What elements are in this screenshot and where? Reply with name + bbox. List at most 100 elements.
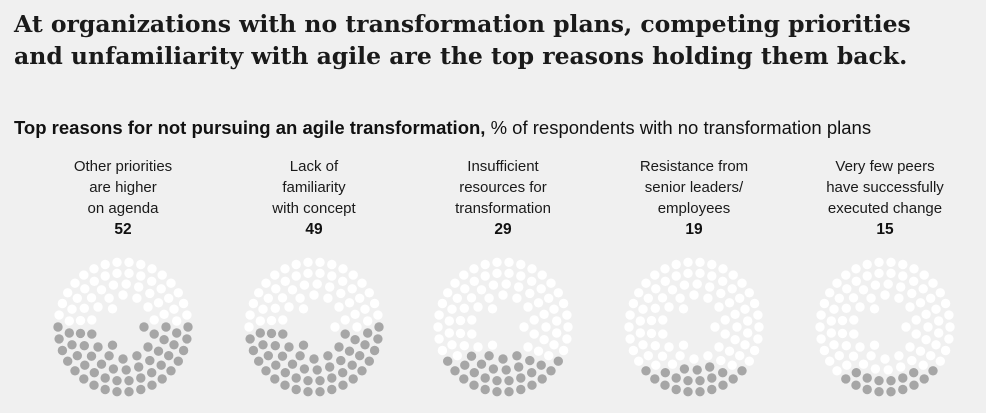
filled-dot <box>258 340 268 350</box>
empty-dot <box>278 315 288 325</box>
empty-dot <box>473 342 483 352</box>
filled-dot <box>851 368 861 378</box>
empty-dot <box>157 270 167 280</box>
empty-dot <box>740 340 750 350</box>
empty-dot <box>905 342 915 352</box>
empty-dot <box>270 303 280 313</box>
empty-dot <box>298 304 309 314</box>
empty-dot <box>124 257 134 267</box>
empty-dot <box>248 298 259 309</box>
empty-dot <box>753 310 763 320</box>
empty-dot <box>848 293 859 303</box>
empty-dot <box>544 351 554 361</box>
empty-dot <box>325 282 335 292</box>
empty-dot <box>340 315 350 325</box>
empty-dot <box>880 290 890 300</box>
empty-dot <box>244 322 254 332</box>
filled-dot <box>886 376 896 386</box>
empty-dot <box>832 278 842 288</box>
dot-circle <box>53 257 193 397</box>
empty-dot <box>829 304 839 314</box>
empty-dot <box>732 322 742 332</box>
filled-dot <box>480 373 490 383</box>
empty-dot <box>749 345 760 356</box>
empty-dot <box>714 302 724 312</box>
empty-dot <box>667 285 678 295</box>
empty-dot <box>753 334 763 344</box>
empty-dot <box>132 293 142 303</box>
empty-dot <box>869 304 880 314</box>
empty-dot <box>841 341 851 351</box>
empty-dot <box>437 298 448 309</box>
empty-dot <box>894 293 904 303</box>
empty-dot <box>720 315 730 325</box>
empty-dot <box>536 284 546 294</box>
empty-dot <box>911 315 921 325</box>
dot-circle <box>624 257 764 397</box>
empty-dot <box>108 280 119 290</box>
filled-dot <box>62 356 73 366</box>
empty-dot <box>705 282 715 292</box>
empty-dot <box>280 276 290 286</box>
empty-dot <box>263 293 273 303</box>
filled-dot <box>93 342 103 352</box>
empty-dot <box>728 270 738 280</box>
empty-dot <box>112 268 122 278</box>
filled-dot <box>862 384 872 395</box>
empty-dot <box>926 351 936 361</box>
empty-dot <box>858 285 869 295</box>
filled-dot <box>707 373 717 383</box>
filled-dot <box>79 374 89 384</box>
dot-circle <box>815 257 955 397</box>
empty-dot <box>487 304 498 314</box>
empty-dot <box>178 298 189 309</box>
empty-dot <box>671 271 681 281</box>
chart-title: Top reasons for not pursuing an agile tr… <box>14 117 486 138</box>
empty-dot <box>826 328 836 338</box>
empty-dot <box>689 354 699 364</box>
empty-dot <box>327 271 337 281</box>
empty-dot <box>931 340 941 350</box>
empty-dot <box>245 310 255 320</box>
empty-dot <box>921 309 931 319</box>
empty-dot <box>695 268 705 278</box>
filled-dot <box>173 356 183 366</box>
empty-dot <box>519 322 529 332</box>
filled-dot <box>315 387 325 397</box>
empty-dot <box>657 293 668 303</box>
empty-dot <box>529 315 539 325</box>
empty-dot <box>492 268 502 278</box>
empty-dot <box>915 346 926 356</box>
category-label: Insufficient resources for transformatio… <box>455 158 551 217</box>
filled-dot <box>108 364 119 374</box>
filled-dot <box>315 376 325 386</box>
empty-dot <box>896 282 906 292</box>
filled-dot <box>909 368 919 378</box>
empty-dot <box>703 351 713 361</box>
empty-dot <box>134 282 144 292</box>
empty-dot <box>898 271 908 281</box>
empty-dot <box>703 293 713 303</box>
empty-dot <box>352 322 362 332</box>
empty-dot <box>523 342 533 352</box>
empty-dot <box>816 310 826 320</box>
filled-dot <box>245 334 255 344</box>
empty-dot <box>552 328 562 338</box>
empty-dot <box>516 271 526 281</box>
empty-dot <box>527 264 537 274</box>
empty-dot <box>858 359 869 369</box>
empty-dot <box>880 354 890 364</box>
filled-dot <box>536 360 546 370</box>
empty-dot <box>533 346 544 356</box>
filled-dot <box>261 366 271 376</box>
empty-dot <box>638 340 648 350</box>
filled-dot <box>469 368 479 378</box>
empty-dot <box>735 293 745 303</box>
empty-dot <box>842 284 852 294</box>
empty-dot <box>363 316 373 326</box>
filled-dot <box>124 387 134 397</box>
empty-dot <box>886 257 896 267</box>
empty-dot <box>651 360 661 370</box>
filled-dot <box>443 356 453 366</box>
filled-dot <box>851 380 861 390</box>
